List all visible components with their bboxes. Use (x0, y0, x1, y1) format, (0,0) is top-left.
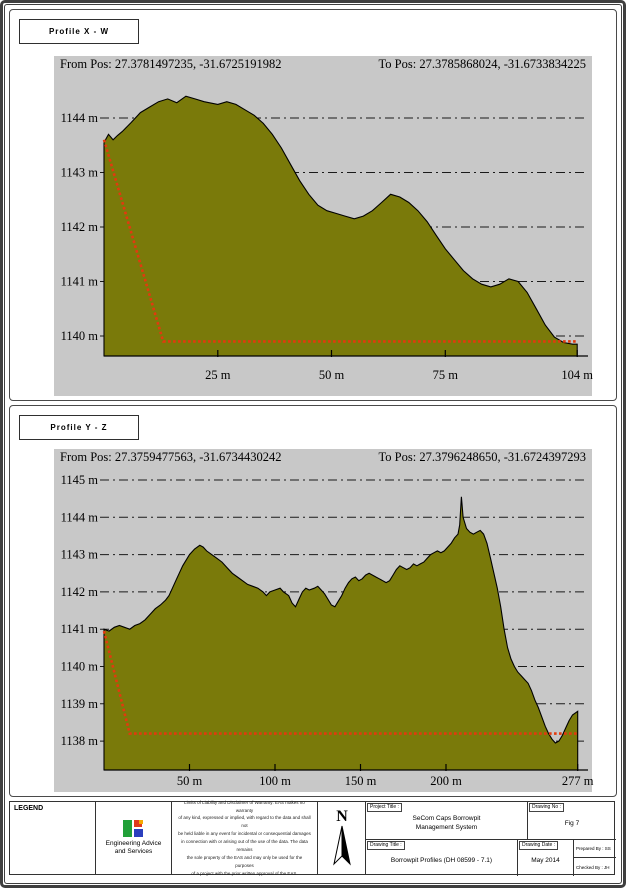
drawing-title-cell: Drawing Title : Borrowpit Profiles (DH 0… (366, 840, 518, 876)
north-letter: N (336, 808, 348, 825)
project-title-value: SeCom Caps Borrowpit Management System (412, 815, 481, 831)
company-logo-icon (122, 819, 145, 837)
svg-text:1140 m: 1140 m (61, 329, 99, 343)
profile-xw-label-box: Profile X - W (19, 19, 139, 44)
svg-text:150 m: 150 m (345, 774, 377, 788)
logo-red-block (133, 819, 142, 827)
profile-yz-label-box: Profile Y - Z (19, 415, 139, 440)
profile-yz-label: Profile Y - Z (50, 423, 108, 432)
from-pos-label: From Pos: 27.3781497235, -31.6725191982 (60, 57, 282, 71)
svg-text:75 m: 75 m (433, 368, 459, 382)
svg-text:25 m: 25 m (205, 368, 231, 382)
prepared-by-value: Prepared By : SS (574, 840, 616, 858)
drawing-title-value: Borrowpit Profiles (DH 08599 - 7.1) (390, 857, 493, 865)
svg-text:1139 m: 1139 m (61, 697, 99, 711)
svg-text:1142 m: 1142 m (61, 220, 99, 234)
profile-yz-section: Profile Y - Z From Pos: 27.3759477563, -… (9, 405, 617, 797)
page-inner-border: Profile X - W From Pos: 27.3781497235, -… (4, 4, 622, 884)
project-title-chip: Project Title : (367, 803, 402, 812)
to-pos-label: To Pos: 27.3796248650, -31.6724397293 (378, 450, 586, 464)
drawing-no-value: Fig 7 (564, 819, 580, 827)
drawing-info-row-2: Drawing Title : Borrowpit Profiles (DH 0… (366, 840, 616, 876)
profile-xw-chart-area: From Pos: 27.3781497235, -31.6725191982 … (54, 56, 593, 396)
title-block: LEGEND Engineering Advice and Services L… (9, 800, 616, 876)
drawing-no-chip: Drawing No : (529, 803, 564, 812)
drawing-info-row-1: Project Title : SeCom Caps Borrowpit Man… (366, 802, 616, 840)
profile-xw-label: Profile X - W (48, 27, 110, 36)
logo-orange-block (138, 819, 143, 824)
drawing-date-value: May 2014 (531, 857, 560, 865)
svg-text:200 m: 200 m (430, 774, 462, 788)
legend-label: LEGEND (14, 805, 44, 812)
svg-text:1140 m: 1140 m (61, 660, 99, 674)
svg-text:1144 m: 1144 m (61, 111, 99, 125)
elevation-profile-chart-xw: 1140 m 1141 m 1142 m 1143 m 1144 m 25 m 50 m 75… (61, 95, 593, 382)
drawing-date-chip: Drawing Date : (519, 841, 559, 850)
from-pos-label: From Pos: 27.3759477563, -31.6734430242 (60, 450, 282, 464)
checked-by-value: Checked By : JH (576, 864, 610, 870)
svg-text:1141 m: 1141 m (61, 275, 99, 289)
drawing-title-chip: Drawing Title : (367, 841, 405, 850)
north-cell: N (318, 802, 366, 874)
svg-text:1143 m: 1143 m (61, 166, 99, 180)
legend-cell: LEGEND (10, 802, 96, 874)
project-title-cell: Project Title : SeCom Caps Borrowpit Man… (366, 802, 528, 839)
elevation-profile-chart-yz: 1138 m 1139 m 1140 m 1141 m 1142 m 1143 m 1144… (61, 473, 594, 788)
svg-text:100 m: 100 m (259, 774, 291, 788)
svg-text:1141 m: 1141 m (61, 622, 99, 636)
svg-text:1138 m: 1138 m (61, 734, 99, 748)
svg-text:1142 m: 1142 m (61, 585, 99, 599)
svg-text:1144 m: 1144 m (61, 510, 99, 524)
profile-xw-section: Profile X - W From Pos: 27.3781497235, -… (9, 9, 617, 401)
logo-blue-block (133, 828, 143, 837)
svg-text:50 m: 50 m (319, 368, 345, 382)
prepared-checked-cell: Prepared By : SS Checked By : JH (574, 840, 616, 876)
drawing-date-cell: Drawing Date : May 2014 (518, 840, 574, 876)
svg-text:1145 m: 1145 m (61, 473, 99, 487)
drawing-no-cell: Drawing No : Fig 7 (528, 802, 616, 839)
svg-text:277 m: 277 m (562, 774, 594, 788)
north-arrow-icon: N (332, 808, 351, 866)
drawing-info-cells: Project Title : SeCom Caps Borrowpit Man… (366, 802, 616, 876)
disclaimer-text: Limits of Liability and Disclaimer of Wa… (172, 800, 318, 876)
company-cell: Engineering Advice and Services (96, 802, 172, 874)
svg-text:1143 m: 1143 m (61, 548, 99, 562)
company-name: Engineering Advice and Services (105, 839, 162, 855)
to-pos-label: To Pos: 27.3785868024, -31.6733834225 (378, 57, 586, 71)
svg-text:50 m: 50 m (177, 774, 203, 788)
logo-green-block (122, 819, 132, 837)
profile-yz-chart-area: From Pos: 27.3759477563, -31.6734430242 … (54, 449, 594, 792)
svg-text:104 m: 104 m (561, 368, 593, 382)
